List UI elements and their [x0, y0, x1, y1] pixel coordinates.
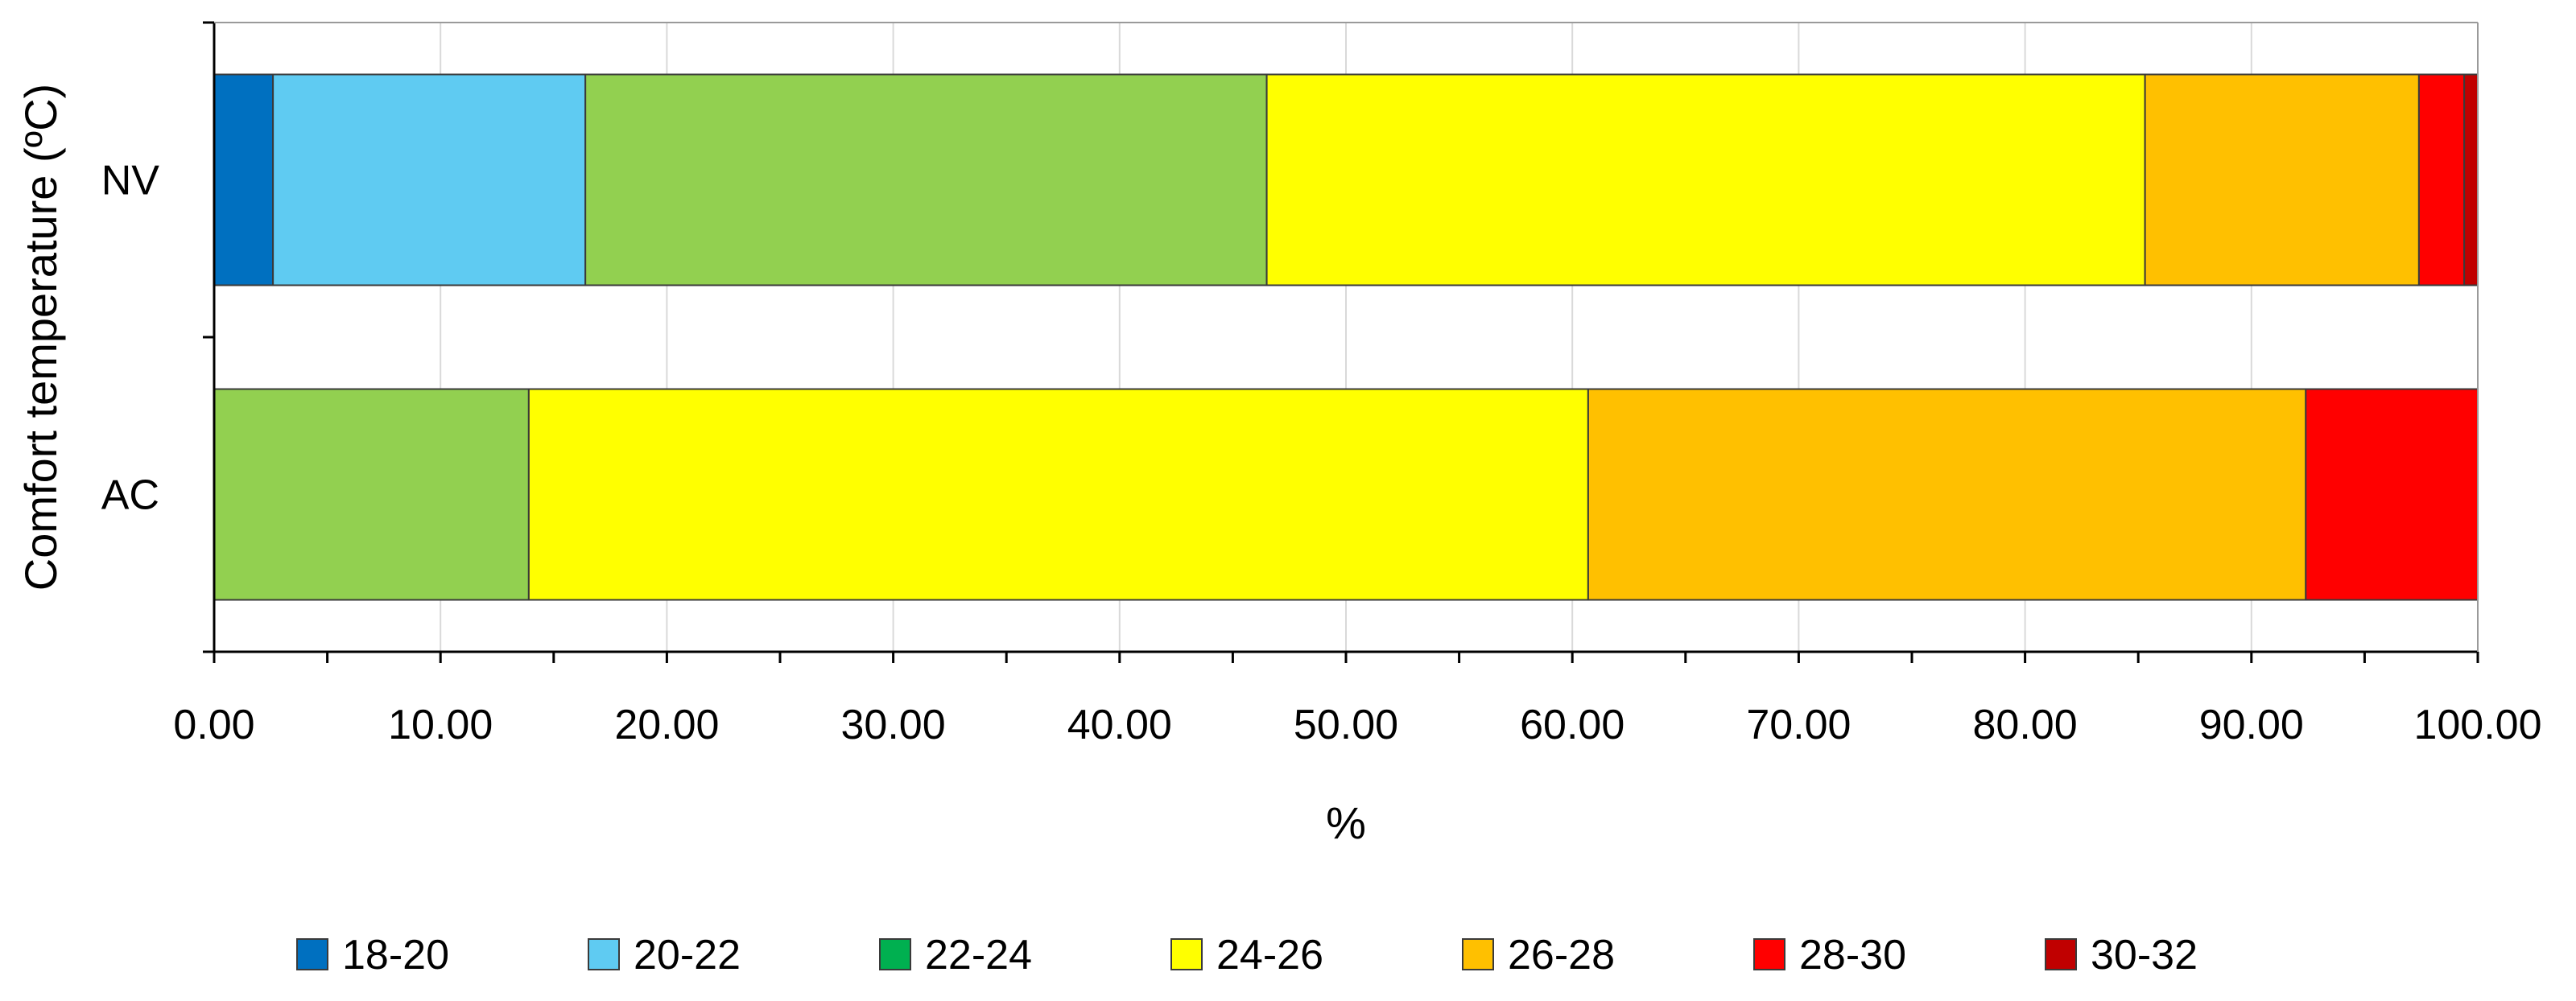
category-label: NV	[101, 158, 160, 204]
legend-label: 28-30	[1799, 932, 1906, 978]
legend-swatch	[2045, 938, 2077, 970]
bar-segment	[213, 388, 530, 601]
bar-segment	[213, 73, 275, 286]
legend-label: 24-26	[1216, 932, 1323, 978]
legend-swatch	[1170, 938, 1203, 970]
bar-segment	[272, 73, 587, 286]
x-tick-label: 40.00	[1067, 702, 1172, 748]
legend-label: 22-24	[925, 932, 1032, 978]
x-tick-label: 100.00	[2413, 702, 2541, 748]
legend-label: 30-32	[2091, 932, 2198, 978]
legend-label: 20-22	[634, 932, 741, 978]
legend-swatch	[879, 938, 911, 970]
x-tick-label: 90.00	[2199, 702, 2304, 748]
x-tick-label: 80.00	[1973, 702, 2078, 748]
category-label: AC	[101, 472, 159, 519]
bar-segment	[527, 388, 1589, 601]
x-tick-label: 20.00	[614, 702, 719, 748]
x-tick-label: 0.00	[173, 702, 254, 748]
legend: 18-20 20-22 22-24 24-26 26-28 28-30 30-32	[296, 932, 2198, 978]
x-tick-label: 60.00	[1520, 702, 1624, 748]
legend-swatch	[588, 938, 620, 970]
legend-label: 26-28	[1508, 932, 1615, 978]
bars	[213, 73, 2479, 601]
category-labels: NV AC	[101, 158, 160, 519]
bar-segment	[2305, 388, 2479, 601]
bar-segment	[1265, 73, 2146, 286]
bar-segment	[2144, 73, 2420, 286]
x-tick-label: 10.00	[388, 702, 493, 748]
x-tick-label: 50.00	[1294, 702, 1398, 748]
axes	[203, 21, 2479, 663]
legend-swatch	[296, 938, 328, 970]
y-axis-title: Comfort temperature (ºC)	[15, 84, 66, 591]
legend-label: 18-20	[342, 932, 449, 978]
x-tick-label: 70.00	[1746, 702, 1851, 748]
x-tick-labels: 0.00 10.00 20.00 30.00 40.00 50.00 60.00 70.00 8…	[173, 702, 2541, 748]
legend-swatch	[1753, 938, 1785, 970]
x-tick-label: 30.00	[841, 702, 946, 748]
bar-segment	[2463, 73, 2479, 286]
x-axis-title: %	[1326, 797, 1366, 848]
legend-swatch	[1462, 938, 1494, 970]
bar-segment	[1587, 388, 2307, 601]
bar-segment	[584, 73, 1268, 286]
bar-segment	[2417, 73, 2466, 286]
